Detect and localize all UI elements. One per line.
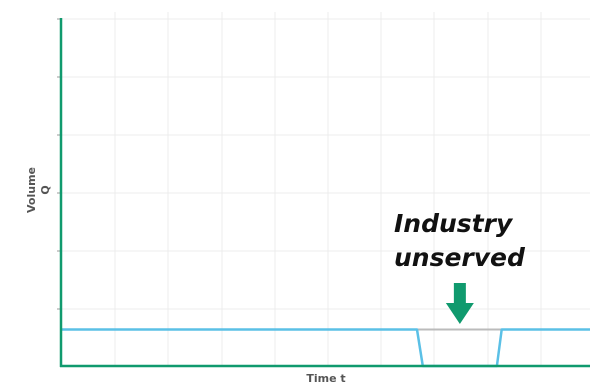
x-axis-title: Time t — [306, 372, 345, 385]
series-line — [61, 328, 590, 368]
grid — [61, 12, 590, 366]
annotation-line2: unserved — [394, 243, 526, 272]
annotation-line1: Industry — [394, 209, 514, 238]
y-axis-title-line2: Q — [39, 185, 52, 194]
annotation-arrow — [445, 283, 474, 324]
y-axis-title-line1: Volume — [25, 167, 38, 213]
